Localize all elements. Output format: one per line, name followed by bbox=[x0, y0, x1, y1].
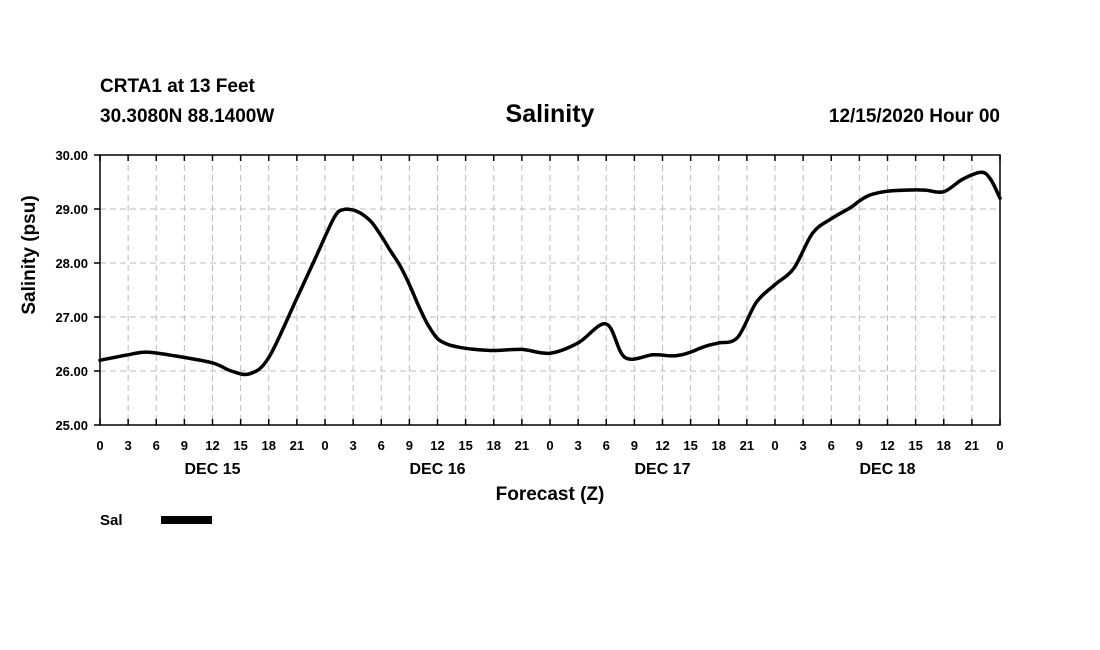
coordinates-label: 30.3080N 88.1400W bbox=[100, 106, 275, 127]
day-label: DEC 18 bbox=[859, 461, 915, 478]
x-tick-label: 21 bbox=[740, 438, 754, 453]
chart-title: Salinity bbox=[505, 100, 595, 128]
y-tick-label: 29.00 bbox=[55, 202, 88, 217]
axis-ticks: 25.00 26.00 27.00 28.00 29.00 30.00 0 3 6 9 12 15 18… bbox=[55, 148, 1003, 478]
x-tick-label: 12 bbox=[880, 438, 894, 453]
day-label: DEC 15 bbox=[184, 461, 240, 478]
x-tick-label: 9 bbox=[856, 438, 863, 453]
grid-lines bbox=[100, 155, 1000, 425]
x-tick-label: 12 bbox=[205, 438, 219, 453]
salinity-series-line bbox=[98, 170, 1002, 377]
issued-time-label: 12/15/2020 Hour 00 bbox=[828, 106, 1000, 127]
x-tick-label: 3 bbox=[350, 438, 357, 453]
y-tick-label: 30.00 bbox=[55, 148, 88, 163]
y-tick-label: 27.00 bbox=[55, 310, 88, 325]
x-tick-label: 18 bbox=[487, 438, 501, 453]
y-tick-label: 26.00 bbox=[55, 364, 88, 379]
x-tick-label: 0 bbox=[321, 438, 328, 453]
x-tick-label: 21 bbox=[290, 438, 304, 453]
x-tick-label: 9 bbox=[181, 438, 188, 453]
x-tick-label: 6 bbox=[603, 438, 610, 453]
x-tick-label: 21 bbox=[515, 438, 529, 453]
x-tick-label: 18 bbox=[262, 438, 276, 453]
x-tick-label: 12 bbox=[655, 438, 669, 453]
x-tick-label: 3 bbox=[575, 438, 582, 453]
x-tick-label: 9 bbox=[631, 438, 638, 453]
y-axis-title: Salinity (psu) bbox=[19, 195, 40, 314]
x-tick-label: 21 bbox=[965, 438, 979, 453]
legend-label-sal: Sal bbox=[100, 512, 123, 529]
x-tick-label: 0 bbox=[96, 438, 103, 453]
x-tick-label: 12 bbox=[430, 438, 444, 453]
x-tick-label: 18 bbox=[937, 438, 951, 453]
x-tick-label: 6 bbox=[378, 438, 385, 453]
x-axis-title: Forecast (Z) bbox=[496, 484, 605, 505]
legend: Sal bbox=[100, 512, 212, 529]
x-tick-label: 15 bbox=[908, 438, 922, 453]
x-tick-label: 3 bbox=[125, 438, 132, 453]
x-tick-label: 15 bbox=[683, 438, 697, 453]
x-tick-label: 18 bbox=[712, 438, 726, 453]
x-tick-label: 3 bbox=[800, 438, 807, 453]
x-tick-label: 15 bbox=[458, 438, 472, 453]
x-tick-label: 0 bbox=[546, 438, 553, 453]
station-label: CRTA1 at 13 Feet bbox=[100, 76, 255, 97]
day-label: DEC 17 bbox=[634, 461, 690, 478]
legend-swatch-sal bbox=[161, 516, 212, 524]
x-tick-label: 0 bbox=[771, 438, 778, 453]
y-tick-label: 28.00 bbox=[55, 256, 88, 271]
day-label: DEC 16 bbox=[409, 461, 465, 478]
x-tick-label: 15 bbox=[233, 438, 247, 453]
x-tick-label: 6 bbox=[828, 438, 835, 453]
x-tick-label: 6 bbox=[153, 438, 160, 453]
x-tick-label: 9 bbox=[406, 438, 413, 453]
y-tick-label: 25.00 bbox=[55, 418, 88, 433]
x-tick-label: 0 bbox=[996, 438, 1003, 453]
